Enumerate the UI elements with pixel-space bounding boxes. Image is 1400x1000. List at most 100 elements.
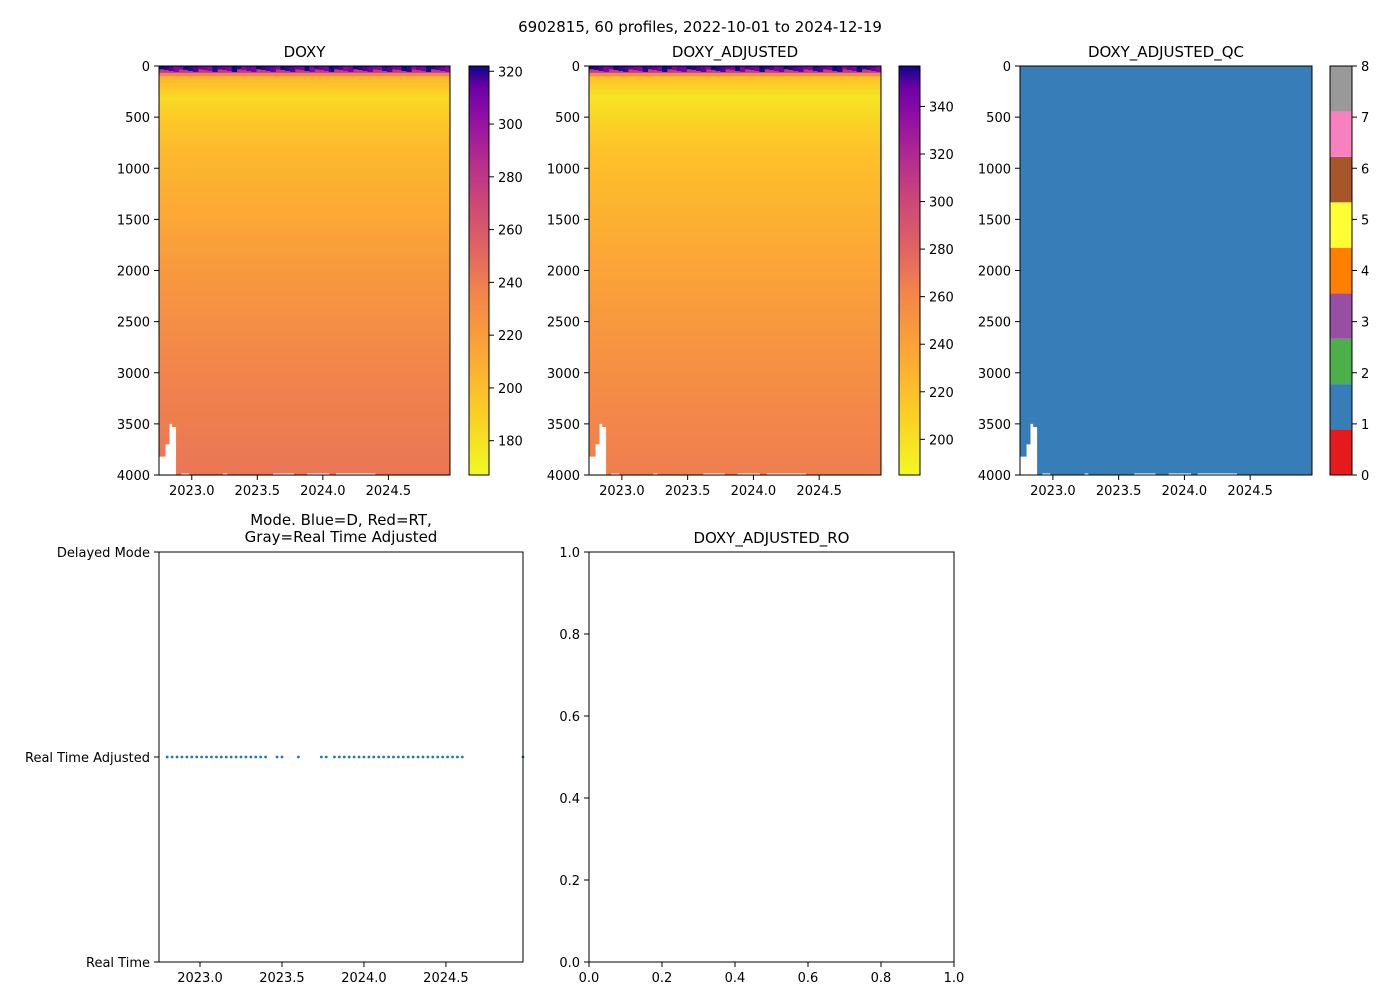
heatmap-surface-cell xyxy=(406,66,412,72)
y-tick-label: 2500 xyxy=(978,316,1011,331)
y-tick-label: 0.0 xyxy=(559,956,580,971)
heatmap-band xyxy=(159,243,450,248)
colorbar-segment xyxy=(1330,338,1352,385)
heatmap-band xyxy=(159,345,450,350)
heatmap-band xyxy=(159,175,450,180)
heatmap-band xyxy=(159,188,450,193)
colorbar-tick-label: 240 xyxy=(929,338,954,353)
mode-point xyxy=(280,755,284,759)
heatmap-band xyxy=(589,106,881,111)
heatmap-band xyxy=(589,195,881,200)
heatmap-surface-cell xyxy=(246,66,252,71)
no-data-region xyxy=(159,423,177,475)
heatmap-band xyxy=(589,468,881,473)
axes-background xyxy=(589,552,954,962)
heatmap-band xyxy=(589,100,881,105)
heatmap-band xyxy=(159,93,450,98)
y-tick-label: 500 xyxy=(125,111,150,126)
no-data-gap xyxy=(1042,473,1051,475)
heatmap-band xyxy=(159,287,450,292)
heatmap-surface-cell xyxy=(299,66,305,70)
heatmap-surface-cell xyxy=(618,66,624,71)
heatmap-band xyxy=(159,273,450,278)
heatmap-band xyxy=(589,164,881,169)
heatmap-band xyxy=(589,243,881,248)
chart-doxy-adjusted-ro: DOXY_ADJUSTED_RO 0.0 0.2 0.4 0.6 0.8 1.0 0.0 0.2… xyxy=(559,529,964,986)
y-tick-label: 0.8 xyxy=(559,628,580,643)
qc-field xyxy=(1020,66,1312,475)
heatmap-surface-cell xyxy=(333,66,339,69)
heatmap-band xyxy=(159,127,450,132)
heatmap-band xyxy=(159,413,450,418)
mode-point xyxy=(347,755,351,759)
heatmap-surface-cell xyxy=(386,66,393,72)
heatmap-band xyxy=(159,209,450,214)
heatmap-band xyxy=(159,382,450,387)
heatmap-surface-cell xyxy=(328,66,335,72)
heatmap-band xyxy=(589,413,881,418)
mode-point xyxy=(249,755,253,759)
heatmap-surface-cell xyxy=(294,66,301,69)
y-tick-label: 500 xyxy=(986,111,1011,126)
heatmap-surface-cell xyxy=(764,66,770,69)
heatmap-surface-cell xyxy=(778,66,785,72)
x-tick-label: 2024.0 xyxy=(731,484,777,499)
heatmap-band xyxy=(159,83,450,88)
x-tick-label: 0.8 xyxy=(871,971,892,986)
heatmap-band xyxy=(589,250,881,255)
heatmap-band xyxy=(159,181,450,186)
heatmap-band xyxy=(159,406,450,411)
y-tick-label: 4000 xyxy=(547,469,580,484)
heatmap-band xyxy=(159,256,450,261)
heatmap-band xyxy=(589,226,881,231)
y-tick-label: 2000 xyxy=(547,265,580,280)
chart-title: DOXY_ADJUSTED_QC xyxy=(1088,43,1244,62)
heatmap-band xyxy=(159,434,450,439)
heatmap-surface-cell xyxy=(720,66,726,72)
heatmap-surface-cell xyxy=(623,66,629,72)
heatmap-surface-cell xyxy=(730,66,736,70)
heatmap-band xyxy=(589,192,881,197)
heatmap-band xyxy=(159,154,450,159)
heatmap-band xyxy=(159,89,450,94)
colorbar-segment xyxy=(1330,293,1352,339)
y-tick-label: 0.6 xyxy=(559,710,580,725)
heatmap-band xyxy=(159,335,450,340)
mode-point xyxy=(406,755,410,759)
colorbar-tick-label: 220 xyxy=(929,386,954,401)
heatmap-band xyxy=(589,457,881,462)
heatmap-surface-cell xyxy=(416,66,422,70)
heatmap-surface-cell xyxy=(749,66,755,70)
heatmap-band xyxy=(589,311,881,316)
heatmap-surface-cell xyxy=(338,66,344,70)
heatmap-band xyxy=(159,205,450,210)
heatmap-band xyxy=(589,464,881,469)
heatmap-surface-cell xyxy=(173,66,179,72)
heatmap-surface-cell xyxy=(256,66,262,69)
heatmap-band xyxy=(159,212,450,217)
heatmap-surface-cell xyxy=(666,66,673,69)
heatmap-band xyxy=(589,369,881,374)
heatmap-surface-cell xyxy=(671,66,678,70)
y-tick-label: 1000 xyxy=(547,162,580,177)
x-tick-label: 2023.0 xyxy=(169,484,215,499)
heatmap-band xyxy=(589,420,881,425)
heatmap-band xyxy=(159,400,450,405)
colorbar-tick-label: 220 xyxy=(498,329,523,344)
heatmap-band xyxy=(159,338,450,343)
mode-point xyxy=(190,755,194,759)
mode-point xyxy=(436,755,440,759)
heatmap-band xyxy=(159,410,450,415)
heatmap-surface-cell xyxy=(788,66,794,70)
heatmap-band xyxy=(159,321,450,326)
y-tick-label: 1000 xyxy=(117,162,150,177)
y-tick-label: 2500 xyxy=(117,316,150,331)
heatmap-surface-cell xyxy=(769,66,775,70)
heatmap-surface-cell xyxy=(212,66,218,72)
heatmap-band xyxy=(159,447,450,452)
heatmap-band xyxy=(159,362,450,367)
mode-point xyxy=(460,755,464,759)
colorbar-segment xyxy=(1330,384,1352,430)
heatmap-band xyxy=(159,355,450,360)
